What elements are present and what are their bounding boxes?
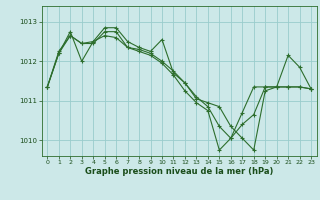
X-axis label: Graphe pression niveau de la mer (hPa): Graphe pression niveau de la mer (hPa) [85, 167, 273, 176]
